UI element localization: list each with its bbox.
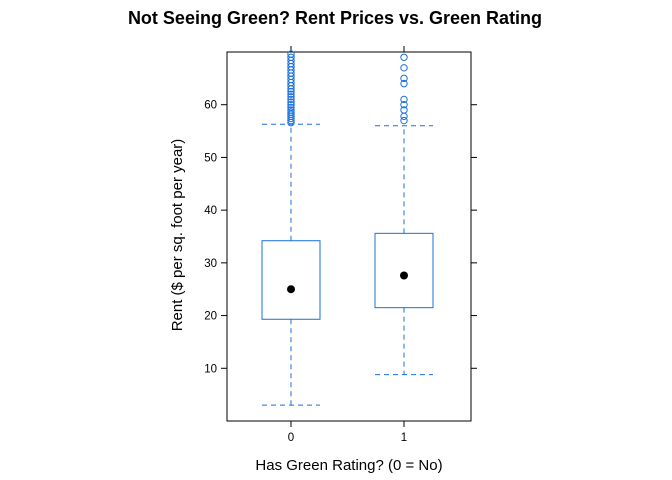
y-axis-label: Rent ($ per sq. foot per year) xyxy=(169,139,186,332)
mean-point xyxy=(400,271,408,280)
x-tick-label: 1 xyxy=(401,432,407,444)
outlier-point xyxy=(287,50,295,58)
outlier-point xyxy=(400,79,408,88)
y-tick-label: 30 xyxy=(204,258,217,270)
y-tick-label: 60 xyxy=(204,100,217,112)
ticks-layer: 10 20 30 40 50 60 0 1 xyxy=(204,46,477,444)
outlier-point xyxy=(287,106,295,114)
outlier-point xyxy=(400,74,408,83)
outlier-point xyxy=(287,87,295,96)
plot-frame xyxy=(226,51,472,422)
outlier-point xyxy=(287,101,295,109)
outlier-point xyxy=(400,101,408,109)
outlier-point xyxy=(287,90,295,98)
x-tick-label: 0 xyxy=(288,432,294,444)
x-axis-label: Has Green Rating? (0 = No) xyxy=(255,457,442,474)
outlier-point xyxy=(400,116,408,125)
outlier-point xyxy=(400,64,408,72)
outlier-point xyxy=(287,95,295,104)
y-tick-label: 10 xyxy=(204,363,217,375)
outlier-point xyxy=(287,108,295,116)
box-group-0 xyxy=(261,50,321,406)
outlier-point xyxy=(400,106,408,114)
outlier-point xyxy=(287,53,295,61)
y-tick-label: 50 xyxy=(204,152,217,164)
outlier-point xyxy=(400,53,408,61)
outlier-point xyxy=(287,98,295,106)
outlier-point xyxy=(287,103,295,112)
iqr-box xyxy=(261,240,321,320)
y-tick-label: 40 xyxy=(204,205,217,217)
mean-point xyxy=(287,285,295,294)
marks-layer xyxy=(261,50,434,406)
iqr-box xyxy=(374,232,434,309)
outlier-point xyxy=(287,93,295,101)
box-group-1 xyxy=(374,53,434,376)
y-tick-label: 20 xyxy=(204,311,217,323)
chart-title: Not Seeing Green? Rent Prices vs. Green … xyxy=(128,8,542,28)
outlier-point xyxy=(400,95,408,104)
outlier-point xyxy=(400,112,408,121)
